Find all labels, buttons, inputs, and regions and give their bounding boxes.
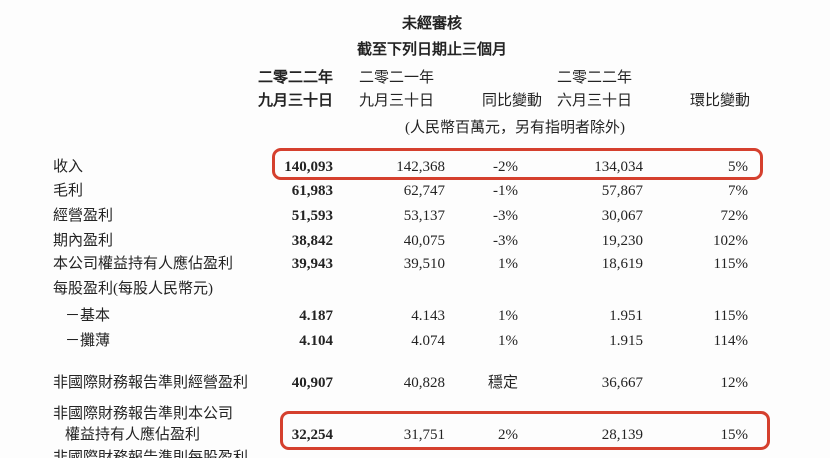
value-2022-jun: 1.951 (609, 308, 643, 324)
row-label: 權益持有人應佔盈利 (65, 427, 201, 443)
row-label: 非國際財務報告準則每股盈利 (53, 450, 249, 458)
row-label: 非國際財務報告準則本公司 (53, 406, 234, 422)
table-row-non-ifrs-eps-partial: 非國際財務報告準則每股盈利 (0, 446, 830, 458)
value-2022-sep: 4.187 (299, 308, 333, 324)
qoq-change: 5% (728, 159, 748, 175)
column-header-2021-sep-year: 二零二一年 (358, 70, 434, 86)
value-2021-sep: 40,828 (403, 375, 445, 391)
value-2022-jun: 18,619 (601, 256, 643, 272)
qoq-change: 102% (713, 233, 748, 249)
table-row-eps-basic: －基本 4.187 4.143 1% 1.951 115% (0, 304, 830, 328)
value-2022-jun: 36,667 (601, 375, 643, 391)
value-2022-sep: 38,842 (291, 233, 333, 249)
row-label: －基本 (65, 308, 111, 324)
table-row-gross-profit: 毛利 61,983 62,747 -1% 57,867 7% (0, 179, 830, 203)
table-row-eps-heading: 每股盈利(每股人民幣元) (0, 277, 830, 301)
value-2022-sep: 40,907 (291, 375, 333, 391)
value-2021-sep: 39,510 (403, 256, 445, 272)
table-title-unaudited: 未經審核 (401, 16, 463, 32)
column-header-qoq-label: 環比變動 (689, 93, 750, 109)
row-label: 本公司權益持有人應佔盈利 (53, 256, 234, 272)
value-2022-sep: 4.104 (299, 333, 333, 349)
table-row-operating-profit: 經營盈利 51,593 53,137 -3% 30,067 72% (0, 204, 830, 228)
value-2022-sep: 140,093 (284, 159, 333, 175)
value-2022-jun: 28,139 (601, 427, 643, 443)
column-header-2022-sep: 二零二二年 九月三十日 (258, 67, 333, 113)
qoq-change: 114% (713, 333, 748, 349)
value-2021-sep: 142,368 (396, 159, 445, 175)
table-row-non-ifrs-attributable-label1: 非國際財務報告準則本公司 (0, 402, 830, 426)
table-row-revenue: 收入 140,093 142,368 -2% 134,034 5% (0, 155, 830, 179)
value-2022-sep: 39,943 (291, 256, 333, 272)
value-2022-jun: 1.915 (609, 333, 643, 349)
yoy-change: 2% (498, 427, 518, 443)
row-label: 經營盈利 (53, 208, 114, 224)
value-2021-sep: 53,137 (403, 208, 445, 224)
row-label: 每股盈利(每股人民幣元) (53, 281, 213, 297)
value-2022-jun: 30,067 (601, 208, 643, 224)
yoy-change: -3% (493, 233, 518, 249)
value-2021-sep: 4.074 (411, 333, 445, 349)
value-2021-sep: 40,075 (403, 233, 445, 249)
row-label: 非國際財務報告準則經營盈利 (53, 375, 249, 391)
row-label: 收入 (53, 159, 84, 175)
value-2022-jun: 134,034 (594, 159, 643, 175)
column-header-2022-sep-date: 九月三十日 (257, 93, 333, 109)
value-2022-sep: 32,254 (291, 427, 333, 443)
value-2022-jun: 19,230 (601, 233, 643, 249)
value-2022-sep: 61,983 (291, 183, 333, 199)
table-row-non-ifrs-attributable: 權益持有人應佔盈利 32,254 31,751 2% 28,139 15% (0, 423, 830, 447)
qoq-change: 115% (713, 308, 748, 324)
table-row-profit-attributable: 本公司權益持有人應佔盈利 39,943 39,510 1% 18,619 115… (0, 252, 830, 276)
column-header-qoq: 環比變動 (690, 90, 750, 113)
yoy-change: 1% (498, 308, 518, 324)
qoq-change: 15% (720, 427, 749, 443)
yoy-change: -2% (493, 159, 518, 175)
column-header-yoy: 同比變動 (482, 90, 542, 113)
yoy-change: -1% (493, 183, 518, 199)
qoq-change: 12% (720, 375, 749, 391)
column-header-2022-jun-year: 二零二二年 (556, 70, 632, 86)
value-2022-jun: 57,867 (601, 183, 643, 199)
table-title-period: 截至下列日期止三個月 (356, 42, 508, 58)
qoq-change: 72% (720, 208, 749, 224)
column-header-2021-sep: 二零二一年 九月三十日 (359, 67, 434, 113)
column-header-yoy-label: 同比變動 (481, 93, 542, 109)
qoq-change: 7% (728, 183, 748, 199)
yoy-change: 1% (498, 333, 518, 349)
table-row-eps-diluted: －攤薄 4.104 4.074 1% 1.915 114% (0, 329, 830, 353)
row-label: 毛利 (53, 183, 84, 199)
yoy-change: 1% (498, 256, 518, 272)
column-header-2022-jun-date: 六月三十日 (556, 93, 632, 109)
value-2022-sep: 51,593 (291, 208, 333, 224)
value-2021-sep: 31,751 (403, 427, 445, 443)
column-header-2022-jun: 二零二二年 六月三十日 (557, 67, 632, 113)
yoy-change: 穩定 (487, 375, 518, 391)
value-2021-sep: 4.143 (411, 308, 445, 324)
table-row-profit-for-period: 期內盈利 38,842 40,075 -3% 19,230 102% (0, 229, 830, 253)
qoq-change: 115% (713, 256, 748, 272)
row-label: 期內盈利 (53, 233, 114, 249)
yoy-change: -3% (493, 208, 518, 224)
table-row-non-ifrs-operating-profit: 非國際財務報告準則經營盈利 40,907 40,828 穩定 36,667 12… (0, 371, 830, 395)
row-label: －攤薄 (65, 333, 111, 349)
column-header-2021-sep-date: 九月三十日 (358, 93, 434, 109)
unit-note: (人民幣百萬元，另有指明者除外) (405, 120, 625, 136)
column-header-2022-sep-year: 二零二二年 (257, 70, 333, 86)
value-2021-sep: 62,747 (403, 183, 445, 199)
